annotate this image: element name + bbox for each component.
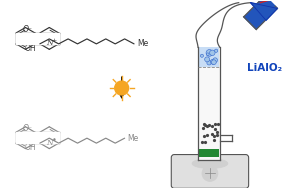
Text: Me: Me xyxy=(128,134,139,143)
Text: N: N xyxy=(46,139,53,147)
Circle shape xyxy=(207,60,211,65)
Circle shape xyxy=(211,60,216,65)
Circle shape xyxy=(213,58,218,63)
Circle shape xyxy=(200,54,204,57)
Polygon shape xyxy=(244,0,277,29)
Bar xyxy=(199,47,219,67)
Circle shape xyxy=(206,50,213,56)
Ellipse shape xyxy=(192,159,228,168)
Bar xyxy=(198,47,220,160)
Circle shape xyxy=(115,81,129,95)
Text: •: • xyxy=(52,136,57,145)
Circle shape xyxy=(206,53,209,56)
Text: O⁻: O⁻ xyxy=(23,124,33,133)
Circle shape xyxy=(215,49,218,52)
Circle shape xyxy=(202,166,218,181)
Text: +: + xyxy=(51,38,56,43)
Text: O⁻: O⁻ xyxy=(23,25,33,34)
Circle shape xyxy=(210,50,215,56)
Polygon shape xyxy=(251,3,277,20)
Text: LiAlO₂: LiAlO₂ xyxy=(247,63,282,73)
Text: Me: Me xyxy=(137,39,148,48)
FancyBboxPatch shape xyxy=(171,155,248,188)
Text: N: N xyxy=(46,39,53,47)
Text: OH: OH xyxy=(24,44,36,53)
Bar xyxy=(199,149,219,156)
Polygon shape xyxy=(16,33,59,44)
Circle shape xyxy=(211,59,215,64)
Text: OH: OH xyxy=(24,143,36,152)
Polygon shape xyxy=(16,132,59,143)
Circle shape xyxy=(205,57,210,62)
